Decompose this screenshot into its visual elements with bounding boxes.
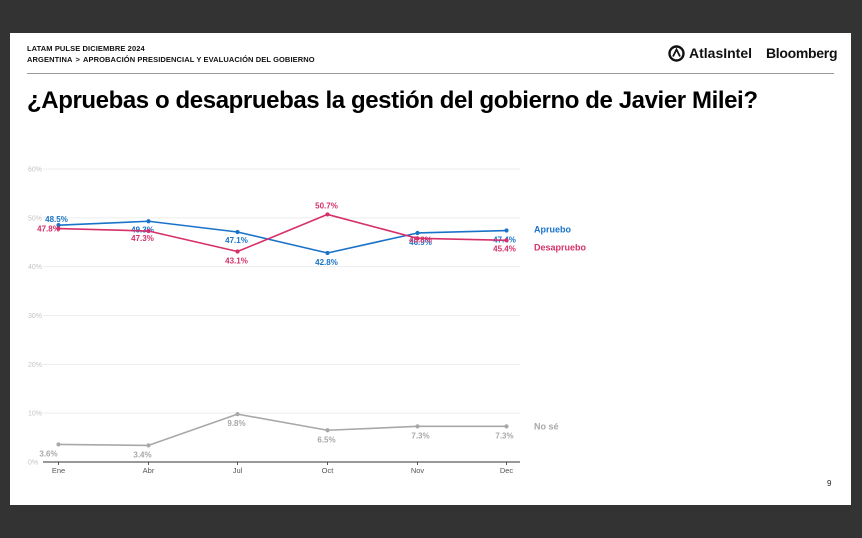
data-point-aprueba [325,250,330,256]
data-point-aprueba [235,229,240,235]
data-point-desaprueba [504,238,509,243]
data-point-nose [325,428,330,433]
data-point-nose [504,424,509,429]
data-point-desaprueba [325,212,330,217]
data-label-desaprueba: 43.1% [225,257,248,266]
data-point-desaprueba [415,236,420,241]
data-label-aprueba: 46.9% [409,238,432,247]
y-tick-label: 0% [28,460,38,467]
breadcrumb: ARGENTINA > APROBACIÓN PRESIDENCIAL Y EVAL… [27,55,315,64]
atlasintel-logo: AtlasIntel [668,43,752,63]
y-tick-label: 40% [28,264,42,271]
breadcrumb-separator: > [75,55,80,64]
page-number: 9 [827,479,832,488]
y-tick-label: 20% [28,362,42,369]
bloomberg-logo: Bloomberg [766,45,838,61]
data-point-nose [415,424,420,429]
data-label-nose: 9.8% [227,419,245,428]
breadcrumb-topic: APROBACIÓN PRESIDENCIAL Y EVALUACIÓN DEL… [82,55,315,64]
x-tick-label: Dec [500,466,514,475]
data-point-desaprueba [146,228,151,234]
series-line-desaprueba [58,213,507,253]
atlasintel-mark-icon [668,44,685,62]
x-tick-label: Jul [233,466,243,475]
data-label-desaprueba: 50.7% [315,201,338,210]
page-title: ¿Apruebas o desapruebas la gestión del g… [27,87,758,114]
x-tick-label: Ene [52,466,65,475]
data-point-aprueba [56,223,61,228]
data-point-nose [235,412,240,417]
data-label-nose: 3.4% [133,450,151,459]
data-point-nose [56,442,61,447]
data-label-desaprueba: 47.3% [131,234,154,243]
data-point-aprueba [415,230,420,236]
data-point-aprueba [146,219,151,224]
data-point-nose [146,443,151,448]
x-tick-label: Oct [322,466,335,475]
data-label-nose: 7.3% [495,431,513,440]
data-label-desaprueba: 45.4% [493,244,516,253]
y-tick-label: 50% [28,215,42,222]
series-name-nose: No sé [534,421,559,431]
data-point-desaprueba [235,249,240,254]
data-label-aprueba: 47.1% [225,236,248,245]
data-label-nose: 7.3% [411,431,429,440]
series-line-aprueba [58,220,507,254]
data-point-aprueba [504,228,509,233]
data-label-nose: 3.6% [39,449,57,458]
y-tick-label: 60% [28,167,42,174]
header-divider [27,73,834,74]
x-tick-label: Abr [143,466,155,475]
data-label-aprueba: 42.8% [315,258,338,267]
data-label-desaprueba: 45.8% [409,235,432,244]
series-name-aprueba: Apruebo [534,225,572,235]
x-tick-label: Nov [411,466,425,475]
series-line-nose [58,413,507,447]
data-label-desaprueba: 47.8% [37,225,60,234]
y-tick-label: 10% [28,411,42,418]
data-label-aprueba: 49.3% [131,225,154,234]
survey-name: LATAM PULSE DICIEMBRE 2024 [27,44,145,53]
slide: LATAM PULSE DICIEMBRE 2024 ARGENTINA > APR… [10,33,851,505]
data-label-nose: 6.5% [317,435,335,444]
data-label-aprueba: 48.5% [45,215,68,224]
breadcrumb-country: ARGENTINA [27,55,73,64]
data-point-desaprueba [56,226,61,231]
atlasintel-logo-text: AtlasIntel [689,45,753,61]
line-chart: 0% 10% 20% 30% 40% 50% 60% Ene Abr Jul Oct Nov Dec 48… [28,167,587,476]
series-name-desaprueba: Desapruebo [534,242,587,252]
y-tick-label: 30% [28,313,42,320]
